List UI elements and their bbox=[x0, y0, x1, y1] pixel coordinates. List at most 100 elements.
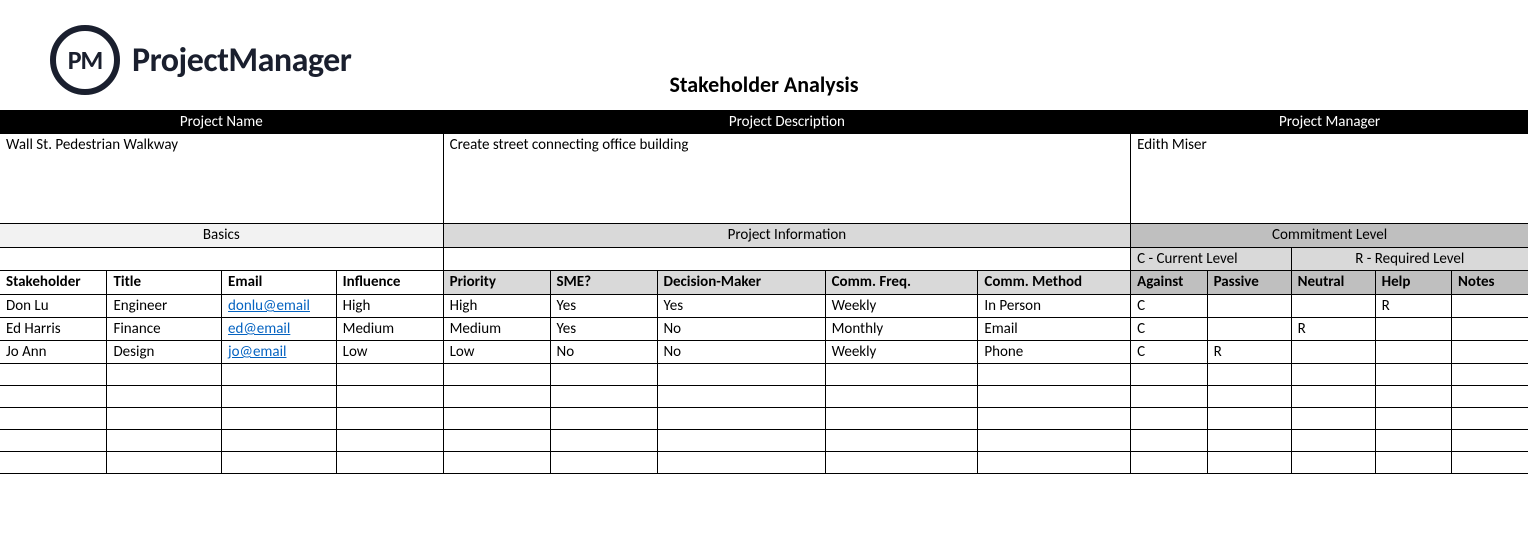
cell-empty[interactable] bbox=[0, 452, 107, 474]
cell-comm_method[interactable]: Phone bbox=[978, 341, 1131, 364]
cell-against[interactable]: C bbox=[1131, 295, 1207, 318]
cell-empty[interactable] bbox=[1452, 364, 1528, 386]
cell-empty[interactable] bbox=[550, 408, 657, 430]
cell-empty[interactable] bbox=[222, 364, 337, 386]
cell-stakeholder[interactable]: Jo Ann bbox=[0, 341, 107, 364]
cell-empty[interactable] bbox=[336, 430, 443, 452]
cell-empty[interactable] bbox=[1207, 408, 1291, 430]
cell-neutral[interactable]: R bbox=[1291, 318, 1375, 341]
cell-empty[interactable] bbox=[978, 430, 1131, 452]
cell-empty[interactable] bbox=[1207, 430, 1291, 452]
cell-empty[interactable] bbox=[1291, 452, 1375, 474]
cell-passive[interactable] bbox=[1207, 295, 1291, 318]
cell-empty[interactable] bbox=[1291, 408, 1375, 430]
email-link[interactable]: ed@email bbox=[228, 320, 290, 338]
cell-empty[interactable] bbox=[1131, 386, 1207, 408]
cell-decision_maker[interactable]: Yes bbox=[657, 295, 825, 318]
cell-help[interactable] bbox=[1375, 318, 1451, 341]
cell-empty[interactable] bbox=[107, 386, 222, 408]
cell-empty[interactable] bbox=[107, 364, 222, 386]
cell-empty[interactable] bbox=[1207, 364, 1291, 386]
cell-empty[interactable] bbox=[1375, 452, 1451, 474]
cell-influence[interactable]: Low bbox=[336, 341, 443, 364]
cell-empty[interactable] bbox=[1131, 452, 1207, 474]
cell-empty[interactable] bbox=[0, 408, 107, 430]
cell-empty[interactable] bbox=[0, 386, 107, 408]
cell-decision_maker[interactable]: No bbox=[657, 318, 825, 341]
cell-title[interactable]: Design bbox=[107, 341, 222, 364]
cell-priority[interactable]: Low bbox=[443, 341, 550, 364]
cell-empty[interactable] bbox=[1452, 408, 1528, 430]
cell-title[interactable]: Finance bbox=[107, 318, 222, 341]
cell-empty[interactable] bbox=[1375, 364, 1451, 386]
cell-empty[interactable] bbox=[978, 408, 1131, 430]
cell-empty[interactable] bbox=[657, 364, 825, 386]
cell-empty[interactable] bbox=[1207, 386, 1291, 408]
cell-empty[interactable] bbox=[1452, 386, 1528, 408]
cell-priority[interactable]: High bbox=[443, 295, 550, 318]
cell-empty[interactable] bbox=[222, 452, 337, 474]
cell-comm_method[interactable]: Email bbox=[978, 318, 1131, 341]
cell-empty[interactable] bbox=[107, 452, 222, 474]
cell-neutral[interactable] bbox=[1291, 341, 1375, 364]
cell-empty[interactable] bbox=[1291, 364, 1375, 386]
value-project-name[interactable]: Wall St. Pedestrian Walkway bbox=[0, 134, 443, 224]
cell-empty[interactable] bbox=[978, 386, 1131, 408]
cell-empty[interactable] bbox=[336, 408, 443, 430]
cell-sme[interactable]: Yes bbox=[550, 295, 657, 318]
cell-empty[interactable] bbox=[825, 430, 978, 452]
cell-empty[interactable] bbox=[1291, 386, 1375, 408]
cell-notes[interactable] bbox=[1452, 318, 1528, 341]
cell-empty[interactable] bbox=[1291, 430, 1375, 452]
cell-email[interactable]: donlu@email bbox=[222, 295, 337, 318]
cell-email[interactable]: jo@email bbox=[222, 341, 337, 364]
cell-empty[interactable] bbox=[443, 386, 550, 408]
email-link[interactable]: jo@email bbox=[228, 343, 286, 361]
cell-empty[interactable] bbox=[1131, 408, 1207, 430]
cell-empty[interactable] bbox=[978, 452, 1131, 474]
cell-empty[interactable] bbox=[222, 430, 337, 452]
cell-empty[interactable] bbox=[825, 386, 978, 408]
cell-empty[interactable] bbox=[443, 430, 550, 452]
cell-empty[interactable] bbox=[550, 452, 657, 474]
cell-empty[interactable] bbox=[550, 386, 657, 408]
cell-empty[interactable] bbox=[550, 364, 657, 386]
cell-comm_freq[interactable]: Weekly bbox=[825, 341, 978, 364]
cell-neutral[interactable] bbox=[1291, 295, 1375, 318]
cell-comm_freq[interactable]: Weekly bbox=[825, 295, 978, 318]
cell-empty[interactable] bbox=[443, 408, 550, 430]
cell-empty[interactable] bbox=[825, 364, 978, 386]
cell-decision_maker[interactable]: No bbox=[657, 341, 825, 364]
cell-empty[interactable] bbox=[222, 408, 337, 430]
cell-empty[interactable] bbox=[1375, 430, 1451, 452]
cell-empty[interactable] bbox=[1131, 364, 1207, 386]
cell-empty[interactable] bbox=[1375, 386, 1451, 408]
cell-against[interactable]: C bbox=[1131, 341, 1207, 364]
cell-empty[interactable] bbox=[1452, 430, 1528, 452]
cell-notes[interactable] bbox=[1452, 295, 1528, 318]
cell-comm_freq[interactable]: Monthly bbox=[825, 318, 978, 341]
cell-help[interactable] bbox=[1375, 341, 1451, 364]
value-project-manager[interactable]: Edith Miser bbox=[1131, 134, 1528, 224]
cell-empty[interactable] bbox=[1131, 430, 1207, 452]
cell-comm_method[interactable]: In Person bbox=[978, 295, 1131, 318]
cell-influence[interactable]: Medium bbox=[336, 318, 443, 341]
cell-empty[interactable] bbox=[825, 452, 978, 474]
cell-empty[interactable] bbox=[978, 364, 1131, 386]
cell-empty[interactable] bbox=[0, 364, 107, 386]
email-link[interactable]: donlu@email bbox=[228, 297, 310, 315]
cell-help[interactable]: R bbox=[1375, 295, 1451, 318]
cell-passive[interactable] bbox=[1207, 318, 1291, 341]
cell-empty[interactable] bbox=[336, 386, 443, 408]
cell-influence[interactable]: High bbox=[336, 295, 443, 318]
cell-priority[interactable]: Medium bbox=[443, 318, 550, 341]
cell-empty[interactable] bbox=[825, 408, 978, 430]
cell-empty[interactable] bbox=[657, 430, 825, 452]
cell-stakeholder[interactable]: Ed Harris bbox=[0, 318, 107, 341]
cell-empty[interactable] bbox=[657, 408, 825, 430]
cell-empty[interactable] bbox=[1207, 452, 1291, 474]
cell-empty[interactable] bbox=[107, 430, 222, 452]
cell-sme[interactable]: Yes bbox=[550, 318, 657, 341]
cell-email[interactable]: ed@email bbox=[222, 318, 337, 341]
cell-empty[interactable] bbox=[443, 364, 550, 386]
